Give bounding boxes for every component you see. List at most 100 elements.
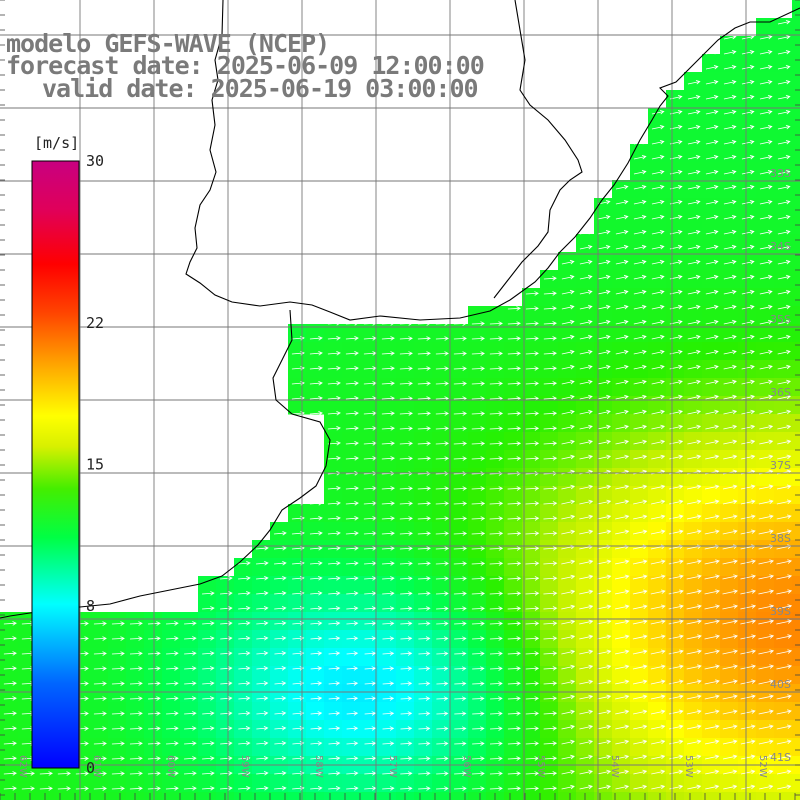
wind-arrow bbox=[740, 604, 757, 610]
wind-arrow bbox=[381, 411, 395, 416]
wind-arrow bbox=[202, 651, 215, 656]
wind-cell bbox=[594, 702, 613, 721]
wind-cell bbox=[522, 324, 541, 343]
wind-cell bbox=[450, 504, 469, 523]
wind-arrow bbox=[740, 634, 757, 640]
wind-arrow bbox=[759, 289, 773, 295]
longitude-label: 60W bbox=[165, 755, 176, 778]
wind-arrow bbox=[705, 439, 720, 445]
wind-cell bbox=[648, 234, 667, 253]
wind-cell bbox=[468, 414, 487, 433]
wind-cell bbox=[288, 504, 307, 523]
wind-arrow bbox=[741, 109, 755, 115]
wind-cell bbox=[702, 180, 721, 199]
wind-cell bbox=[144, 738, 163, 757]
wind-arrow bbox=[597, 694, 612, 700]
wind-cell bbox=[90, 666, 109, 685]
wind-arrow bbox=[758, 754, 774, 760]
wind-cell bbox=[594, 594, 613, 613]
wind-arrow bbox=[525, 381, 540, 386]
wind-arrow bbox=[776, 619, 793, 625]
wind-cell bbox=[630, 594, 649, 613]
wind-cell bbox=[648, 612, 667, 631]
wind-arrow bbox=[256, 681, 269, 686]
wind-arrow bbox=[759, 154, 773, 160]
wind-arrow bbox=[346, 696, 359, 701]
wind-arrow bbox=[687, 169, 701, 175]
wind-arrow bbox=[776, 484, 792, 490]
wind-arrow bbox=[597, 664, 612, 670]
wind-arrow bbox=[632, 559, 648, 565]
wind-arrow bbox=[3, 636, 17, 641]
wind-cell bbox=[108, 702, 127, 721]
wind-arrow bbox=[741, 379, 755, 385]
wind-arrow bbox=[435, 501, 450, 506]
wind-arrow bbox=[650, 589, 666, 595]
wind-cell bbox=[306, 702, 325, 721]
longitude-label: 57W bbox=[387, 755, 398, 778]
wind-cell bbox=[648, 306, 667, 325]
wind-arrow bbox=[579, 319, 593, 325]
wind-arrow bbox=[256, 590, 269, 596]
wind-arrow bbox=[561, 499, 576, 505]
wind-cell bbox=[324, 576, 343, 595]
wind-arrow bbox=[417, 576, 431, 581]
wind-cell bbox=[684, 198, 703, 217]
wind-cell bbox=[612, 504, 631, 523]
wind-cell bbox=[756, 774, 775, 793]
wind-cell bbox=[360, 504, 379, 523]
wind-cell bbox=[306, 540, 325, 559]
wind-cell bbox=[0, 738, 19, 757]
wind-cell bbox=[324, 792, 343, 800]
wind-arrow bbox=[256, 575, 269, 581]
wind-cell bbox=[432, 684, 451, 703]
wind-cell bbox=[234, 792, 253, 800]
wind-arrow bbox=[687, 199, 701, 205]
wind-cell bbox=[648, 522, 667, 541]
wind-cell bbox=[630, 414, 649, 433]
wind-cell bbox=[216, 702, 235, 721]
wind-cell bbox=[306, 738, 325, 757]
wind-cell bbox=[720, 198, 739, 217]
wind-arrow bbox=[202, 771, 215, 776]
wind-cell bbox=[450, 612, 469, 631]
wind-cell bbox=[450, 558, 469, 577]
wind-cell bbox=[774, 270, 793, 289]
wind-arrow bbox=[507, 711, 521, 716]
wind-arrow bbox=[759, 259, 773, 265]
wind-arrow bbox=[418, 636, 431, 641]
wind-cell bbox=[126, 684, 145, 703]
wind-cell bbox=[720, 774, 739, 793]
wind-arrow bbox=[310, 606, 323, 611]
wind-arrow bbox=[507, 741, 521, 746]
wind-arrow bbox=[777, 49, 791, 55]
wind-arrow bbox=[435, 336, 449, 341]
wind-arrow bbox=[417, 351, 431, 356]
wind-cell bbox=[522, 288, 541, 307]
wind-cell bbox=[630, 540, 649, 559]
wind-cell bbox=[792, 774, 800, 793]
wind-arrow bbox=[758, 589, 775, 595]
wind-arrow bbox=[686, 739, 702, 745]
wind-arrow bbox=[741, 409, 756, 415]
wind-cell bbox=[630, 720, 649, 739]
wind-arrow bbox=[471, 561, 486, 566]
wind-arrow bbox=[3, 711, 17, 716]
wind-arrow bbox=[489, 546, 504, 551]
wind-arrow bbox=[525, 426, 540, 431]
wind-arrow bbox=[741, 439, 756, 445]
wind-arrow bbox=[345, 351, 359, 356]
wind-arrow bbox=[400, 666, 413, 671]
wind-cell bbox=[756, 378, 775, 397]
wind-cell bbox=[378, 486, 397, 505]
wind-arrow bbox=[615, 334, 629, 340]
wind-cell bbox=[684, 396, 703, 415]
wind-cell bbox=[720, 396, 739, 415]
wind-arrow bbox=[400, 636, 413, 641]
wind-arrow bbox=[579, 349, 593, 355]
wind-arrow bbox=[651, 724, 666, 730]
wind-cell bbox=[792, 342, 800, 361]
wind-arrow bbox=[759, 334, 773, 340]
